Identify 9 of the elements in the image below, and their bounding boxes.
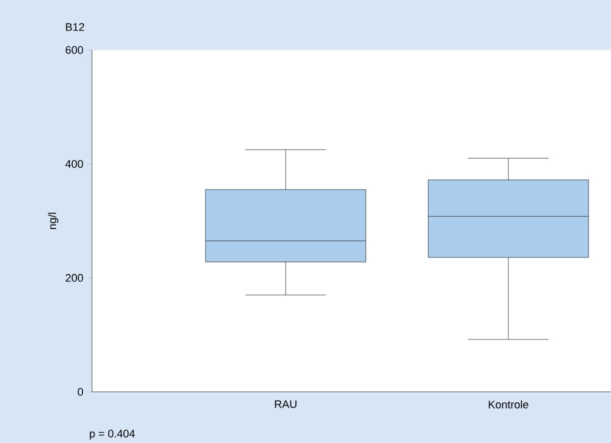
x-tick-label: RAU bbox=[275, 400, 296, 408]
text: p = 0.404 bbox=[90, 430, 135, 440]
y-tick-label: 400 bbox=[65, 160, 84, 168]
x-tick-label: Kontrole bbox=[488, 400, 528, 409]
y-tick-label: 0 bbox=[78, 388, 84, 396]
y-tick-label: 200 bbox=[66, 274, 84, 282]
y-axis-title: ng/l bbox=[48, 212, 58, 230]
y-tick-label: 600 bbox=[66, 46, 84, 54]
chart-title: B12 bbox=[66, 23, 84, 31]
